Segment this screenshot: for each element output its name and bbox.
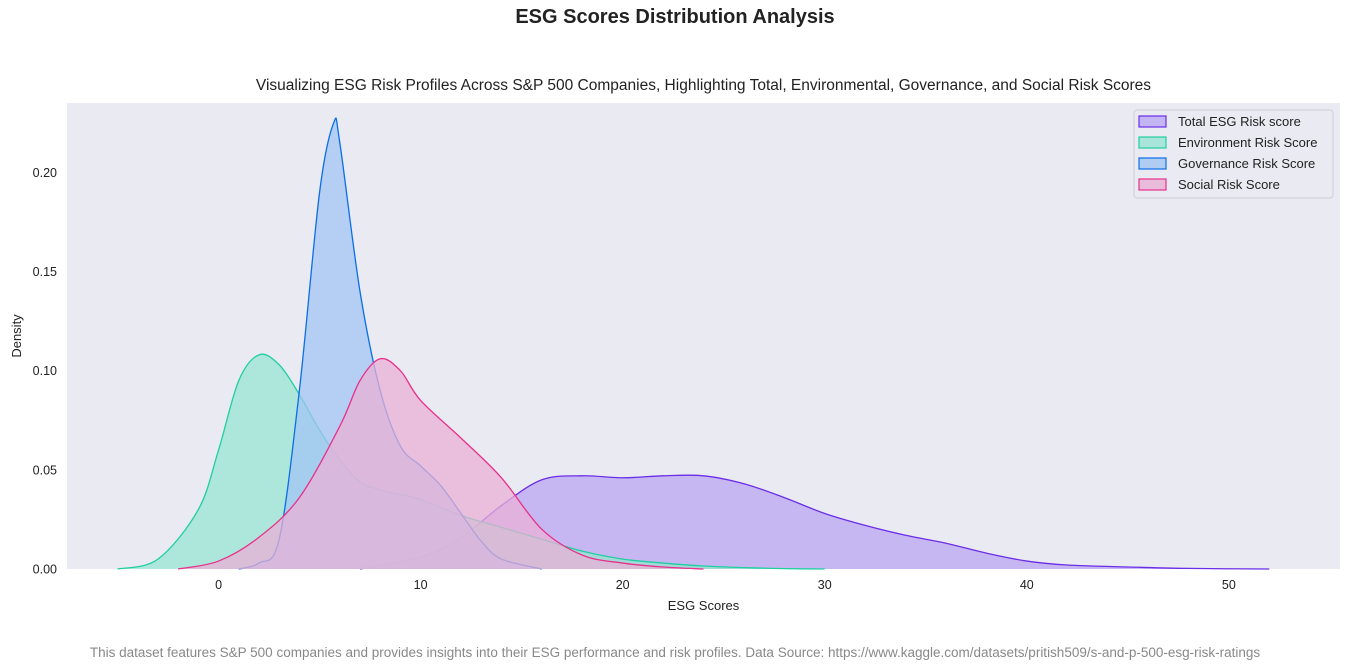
- y-tick-label: 0.20: [33, 166, 57, 180]
- legend-box: [1133, 109, 1334, 199]
- x-tick-label: 0: [215, 578, 222, 592]
- y-tick-label: 0.10: [33, 364, 57, 378]
- x-tick-label: 20: [616, 578, 630, 592]
- legend-label: Social Risk Score: [1178, 177, 1280, 192]
- legend-swatch: [1138, 157, 1167, 170]
- legend: Total ESG Risk score Environment Risk Sco…: [1133, 109, 1334, 199]
- x-tick-label: 30: [818, 578, 832, 592]
- y-tick-label: 0.05: [33, 463, 57, 477]
- x-tick-label: 50: [1222, 578, 1236, 592]
- legend-label: Governance Risk Score: [1178, 156, 1315, 171]
- legend-label: Environment Risk Score: [1178, 135, 1317, 150]
- legend-swatch: [1138, 136, 1167, 149]
- x-tick-label: 10: [414, 578, 428, 592]
- density-chart: Visualizing ESG Risk Profiles Across S&P…: [9, 77, 1340, 613]
- legend-swatch: [1138, 115, 1167, 128]
- series-area-total-esg-risk-score: [359, 475, 1270, 569]
- chart-subtitle: Visualizing ESG Risk Profiles Across S&P…: [256, 77, 1151, 94]
- series-area-social-risk-score: [178, 358, 704, 569]
- y-tick-label: 0.15: [33, 265, 57, 279]
- series-line-social-risk-score: [178, 357, 704, 570]
- x-tick-label: 40: [1020, 578, 1034, 592]
- data-source-footnote: This dataset features S&P 500 companies …: [89, 645, 1261, 660]
- legend-swatch: [1138, 178, 1167, 191]
- legend-label: Total ESG Risk score: [1178, 114, 1301, 129]
- x-axis-label: ESG Scores: [668, 598, 740, 613]
- series-area-governance-risk-score: [238, 118, 542, 570]
- y-axis-label: Density: [9, 314, 24, 358]
- y-tick-label: 0.00: [33, 563, 57, 577]
- page-title: ESG Scores Distribution Analysis: [515, 6, 835, 28]
